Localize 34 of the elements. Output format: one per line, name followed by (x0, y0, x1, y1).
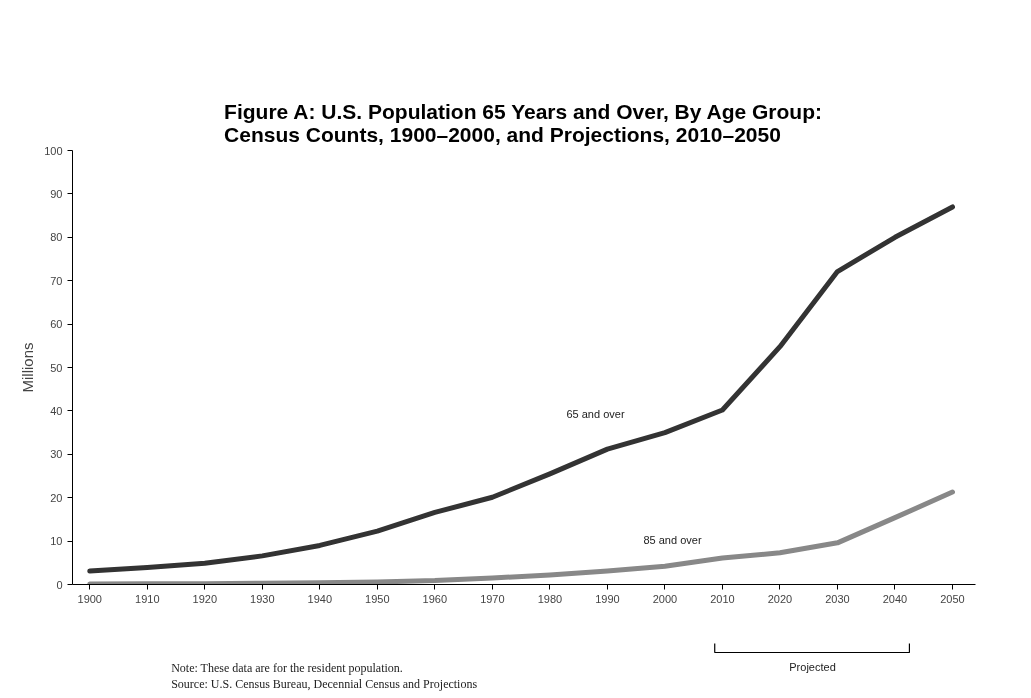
x-tick-label: 1920 (192, 592, 218, 605)
y-tick-label: 80 (50, 231, 63, 244)
x-tick-label: 2010 (710, 592, 735, 605)
y-tick-label: 20 (50, 491, 63, 504)
annotation: 65 and over (566, 407, 625, 420)
y-tick-label: 70 (50, 274, 63, 287)
x-tick-label: 2020 (767, 592, 793, 605)
x-tick-label: 1900 (77, 592, 102, 605)
x-tick-label: 1980 (537, 592, 563, 605)
annotation: 85 and over (643, 533, 702, 546)
x-tick-label: 1970 (480, 592, 505, 605)
y-tick-label: 0 (56, 578, 63, 591)
source-note: Source: U.S. Census Bureau, Decennial Census and Projections (171, 676, 478, 691)
x-tick-label: 2030 (825, 592, 850, 605)
y-tick-label: 100 (44, 144, 63, 157)
y-tick-label: 40 (50, 404, 63, 417)
x-tick-label: 2040 (882, 592, 908, 605)
y-tick-label: 90 (50, 187, 63, 200)
text: Note: These data are for the resident population. (171, 660, 403, 675)
y-tick-label: 10 (50, 535, 63, 548)
x-tick-label: 1960 (422, 592, 448, 605)
x-tick-label: 1930 (250, 592, 275, 605)
text: Projected (789, 660, 836, 673)
y-tick-label: 50 (50, 361, 63, 374)
x-tick-label: 1950 (365, 592, 390, 605)
x-tick-label: 1940 (307, 592, 333, 605)
y-axis-title: Millions (19, 342, 37, 393)
y-tick-label: 60 (50, 318, 63, 331)
y-tick-label: 30 (50, 448, 63, 461)
x-tick-label: 2050 (940, 592, 965, 605)
x-tick-label: 1990 (595, 592, 620, 605)
x-tick-label: 2000 (652, 592, 678, 605)
x-tick-label: 1910 (135, 592, 160, 605)
chart-title: Figure A: U.S. Population 65 Years and Over, By Age Group: Census Counts, 1900–2000, and Projections, 2010–2050 (224, 99, 822, 146)
